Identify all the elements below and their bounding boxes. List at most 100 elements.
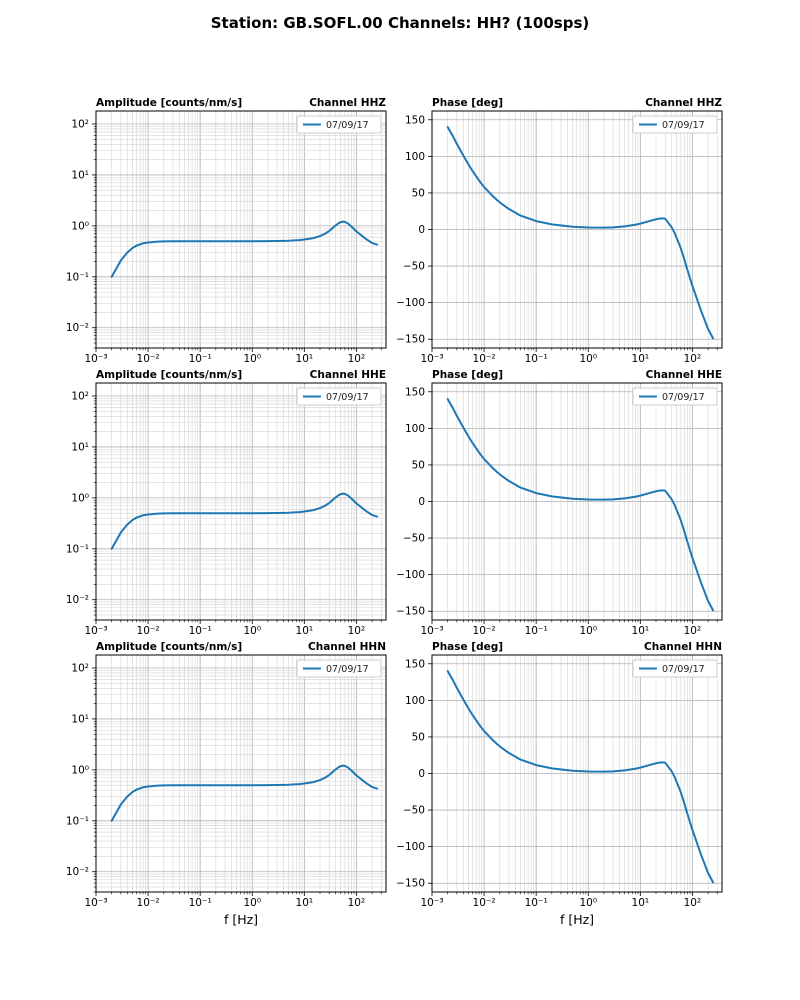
x-tick-label: 10⁰	[243, 625, 261, 635]
x-tick-label: 10⁻³	[84, 625, 107, 635]
legend-box	[632, 115, 718, 134]
legend-label: 07/09/17	[662, 392, 705, 403]
grid	[431, 655, 722, 892]
x-tick-label: 10⁻¹	[525, 897, 548, 907]
legend-label: 07/09/17	[326, 120, 369, 131]
x-tick-label: 10⁰	[579, 353, 597, 363]
grid	[95, 383, 386, 621]
x-tick-label: 10²	[348, 625, 366, 635]
axis-title: Phase [deg]	[432, 369, 503, 381]
response-curve	[446, 670, 715, 884]
chart-hhe-amplitude: 10⁻³ 10⁻² 10⁻¹ 10⁰ 10¹ 10² 10⁻² 10⁻¹ 10⁰ 10¹ 10² Am…	[36, 367, 392, 637]
y-tick-label: 10²	[71, 391, 89, 403]
axes-ticks: 10⁻³ 10⁻² 10⁻¹ 10⁰ 10¹ 10² −150 −100 −50 0 50 100 15…	[396, 658, 718, 909]
y-tick-label: 0	[418, 496, 425, 508]
legend-box	[296, 387, 382, 406]
x-axis-label-left: f [Hz]	[223, 912, 259, 927]
legend-box	[296, 115, 382, 134]
x-tick-label: 10⁻¹	[525, 353, 548, 363]
legend-label: 07/09/17	[326, 392, 369, 403]
y-tick-label: 10⁻²	[66, 866, 89, 878]
y-tick-label: 0	[418, 224, 425, 236]
y-tick-label: 150	[405, 386, 425, 398]
legend: 07/09/17	[296, 659, 382, 678]
legend-box	[632, 659, 718, 678]
legend: 07/09/17	[632, 115, 718, 134]
y-tick-label: 10⁻²	[66, 322, 89, 334]
channel-title: Channel HHE	[310, 369, 386, 381]
x-tick-label: 10⁻²	[137, 625, 160, 635]
x-tick-label: 10⁻²	[137, 897, 160, 907]
x-tick-label: 10⁰	[579, 897, 597, 907]
axes-ticks: 10⁻³ 10⁻² 10⁻¹ 10⁰ 10¹ 10² 10⁻² 10⁻¹ 10⁰ 10¹ 10²	[66, 663, 382, 909]
x-tick-label: 10⁰	[243, 897, 261, 907]
y-tick-label: 10⁰	[71, 220, 89, 232]
x-tick-label: 10⁻¹	[189, 625, 212, 635]
plot-border	[95, 654, 387, 893]
axes-ticks: 10⁻³ 10⁻² 10⁻¹ 10⁰ 10¹ 10² 10⁻² 10⁻¹ 10⁰ 10¹ 10²	[66, 119, 382, 365]
y-tick-label: −100	[396, 569, 425, 581]
legend-box	[632, 387, 718, 406]
y-tick-label: 10⁻²	[66, 594, 89, 606]
axis-title: Amplitude [counts/nm/s]	[96, 97, 242, 109]
chart-hhn-amplitude: 10⁻³ 10⁻² 10⁻¹ 10⁰ 10¹ 10² 10⁻² 10⁻¹ 10⁰ 10¹ 10² Am…	[36, 639, 392, 909]
axis-title: Amplitude [counts/nm/s]	[96, 641, 242, 653]
response-curve	[110, 492, 379, 550]
grid	[431, 111, 722, 348]
grid	[431, 383, 722, 620]
chart-svg-hhn-phase: 10⁻³ 10⁻² 10⁻¹ 10⁰ 10¹ 10² −150 −100 −50 0 50 100 15…	[396, 641, 723, 909]
chart-svg-hhe-phase: 10⁻³ 10⁻² 10⁻¹ 10⁰ 10¹ 10² −150 −100 −50 0 50 100 15…	[396, 369, 723, 637]
x-tick-label: 10⁻³	[84, 353, 107, 363]
response-curve	[446, 398, 715, 612]
y-tick-label: −150	[396, 878, 425, 890]
grid	[95, 111, 386, 349]
chart-hhn-phase: 10⁻³ 10⁻² 10⁻¹ 10⁰ 10¹ 10² −150 −100 −50 0 50 100 15…	[372, 639, 728, 909]
x-tick-label: 10⁻³	[420, 353, 443, 363]
legend-box	[296, 659, 382, 678]
chart-svg-hhn-amplitude: 10⁻³ 10⁻² 10⁻¹ 10⁰ 10¹ 10² 10⁻² 10⁻¹ 10⁰ 10¹ 10² Am…	[66, 641, 387, 909]
y-tick-label: 150	[405, 658, 425, 670]
y-tick-label: 50	[412, 459, 425, 471]
grid	[95, 655, 386, 893]
y-tick-label: 50	[412, 187, 425, 199]
chart-svg-hhe-amplitude: 10⁻³ 10⁻² 10⁻¹ 10⁰ 10¹ 10² 10⁻² 10⁻¹ 10⁰ 10¹ 10² Am…	[66, 369, 387, 637]
y-tick-label: 10⁻¹	[66, 271, 89, 283]
y-tick-label: 50	[412, 731, 425, 743]
y-tick-label: 10⁰	[71, 764, 89, 776]
axes-ticks: 10⁻³ 10⁻² 10⁻¹ 10⁰ 10¹ 10² −150 −100 −50 0 50 100 15…	[396, 386, 718, 637]
axis-title: Phase [deg]	[432, 641, 503, 653]
axes-ticks: 10⁻³ 10⁻² 10⁻¹ 10⁰ 10¹ 10² 10⁻² 10⁻¹ 10⁰ 10¹ 10²	[66, 391, 382, 637]
x-tick-label: 10²	[348, 353, 366, 363]
x-tick-label: 10¹	[296, 353, 314, 363]
x-tick-label: 10²	[348, 897, 366, 907]
chart-hhe-phase: 10⁻³ 10⁻² 10⁻¹ 10⁰ 10¹ 10² −150 −100 −50 0 50 100 15…	[372, 367, 728, 637]
x-tick-label: 10⁻¹	[189, 353, 212, 363]
response-curve	[110, 220, 379, 278]
channel-title: Channel HHE	[646, 369, 722, 381]
legend-label: 07/09/17	[326, 664, 369, 675]
y-tick-label: 10⁰	[71, 492, 89, 504]
channel-title: Channel HHZ	[309, 97, 386, 109]
y-tick-label: 100	[405, 423, 425, 435]
x-tick-label: 10²	[684, 353, 702, 363]
y-tick-label: −100	[396, 841, 425, 853]
x-tick-label: 10⁻²	[137, 353, 160, 363]
x-tick-label: 10⁻²	[473, 897, 496, 907]
y-tick-label: −150	[396, 334, 425, 346]
x-tick-label: 10⁻²	[473, 353, 496, 363]
legend: 07/09/17	[296, 115, 382, 134]
y-tick-label: 10⁻¹	[66, 815, 89, 827]
y-tick-label: 150	[405, 114, 425, 126]
y-tick-label: 10²	[71, 663, 89, 675]
chart-svg-hhz-amplitude: 10⁻³ 10⁻² 10⁻¹ 10⁰ 10¹ 10² 10⁻² 10⁻¹ 10⁰ 10¹ 10² Am…	[66, 97, 387, 365]
x-axis-label-right: f [Hz]	[559, 912, 595, 927]
x-tick-label: 10⁻³	[420, 897, 443, 907]
plot-border	[95, 110, 387, 349]
chart-hhz-amplitude: 10⁻³ 10⁻² 10⁻¹ 10⁰ 10¹ 10² 10⁻² 10⁻¹ 10⁰ 10¹ 10² Am…	[36, 95, 392, 365]
x-tick-label: 10¹	[632, 625, 650, 635]
x-tick-label: 10¹	[632, 353, 650, 363]
channel-title: Channel HHZ	[645, 97, 722, 109]
y-tick-label: −50	[403, 533, 425, 545]
y-tick-label: 10⁻¹	[66, 543, 89, 555]
